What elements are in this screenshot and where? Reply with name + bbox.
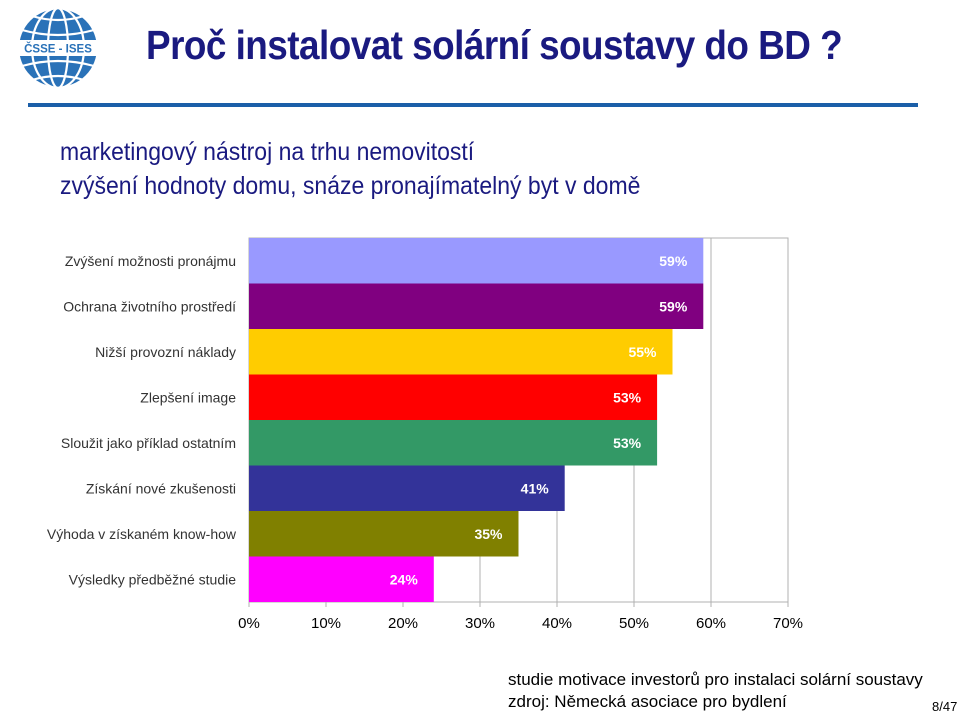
x-tick-label: 50% xyxy=(619,615,649,632)
x-tick-label: 30% xyxy=(465,615,495,632)
subtitle-1: marketingový nástroj na trhu nemovitostí xyxy=(60,138,475,166)
category-label: Zlepšení image xyxy=(140,389,236,405)
x-tick-label: 0% xyxy=(238,615,260,632)
bar-value-label: 59% xyxy=(659,298,688,314)
bar-value-label: 55% xyxy=(628,344,657,360)
category-label: Nižší provozní náklady xyxy=(95,344,236,360)
bar xyxy=(249,465,565,511)
logo-text: ČSSE - ISES xyxy=(24,43,92,56)
bar xyxy=(249,511,519,557)
bar-value-label: 53% xyxy=(613,389,642,405)
ises-logo: ČSSE - ISES xyxy=(16,6,100,90)
page-title: Proč instalovat solární soustavy do BD ? xyxy=(146,22,843,68)
category-label: Zvýšení možnosti pronájmu xyxy=(65,253,236,269)
category-label: Výhoda v získaném know-how xyxy=(47,526,237,542)
bar-value-label: 41% xyxy=(521,480,550,496)
subtitle-2: zvýšení hodnoty domu, snáze pronajímatel… xyxy=(60,172,641,200)
bar-value-label: 53% xyxy=(613,435,642,451)
title-underline xyxy=(28,103,918,107)
x-tick-label: 20% xyxy=(388,615,418,632)
category-label: Ochrana životního prostředí xyxy=(63,298,236,314)
x-tick-label: 10% xyxy=(311,615,341,632)
bar-value-label: 59% xyxy=(659,253,688,269)
bar-chart: 59% 59% 55% 53% 53% 41% 35% 24% Zvýšení možnost… xyxy=(47,237,803,632)
study-note: studie motivace investorů pro instalaci … xyxy=(508,670,923,689)
bar-value-label: 35% xyxy=(474,526,503,542)
bar xyxy=(249,238,704,284)
category-label: Výsledky předběžné studie xyxy=(69,571,237,587)
source-note: zdroj: Německá asociace pro bydlení xyxy=(508,692,787,711)
page-number: 8/47 xyxy=(932,699,958,714)
category-label: Sloužit jako příklad ostatním xyxy=(61,435,236,451)
bar xyxy=(249,329,673,375)
bar xyxy=(249,420,658,466)
bar xyxy=(249,283,704,329)
x-tick-label: 60% xyxy=(696,615,726,632)
bar xyxy=(249,556,434,602)
bar-value-label: 24% xyxy=(390,571,419,587)
category-label: Získání nové zkušenosti xyxy=(86,480,236,496)
x-tick-label: 70% xyxy=(773,615,803,632)
bar xyxy=(249,374,658,420)
x-tick-label: 40% xyxy=(542,615,572,632)
